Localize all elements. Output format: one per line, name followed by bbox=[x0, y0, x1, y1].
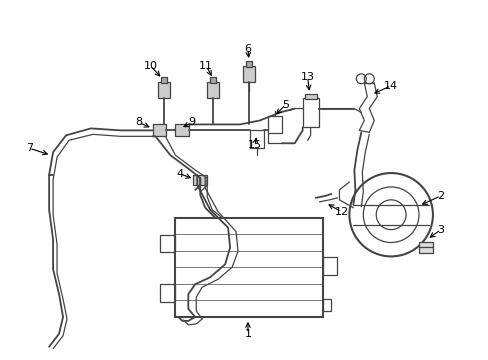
Text: 8: 8 bbox=[135, 117, 142, 127]
Bar bbox=[160, 284, 175, 302]
Text: 6: 6 bbox=[244, 44, 251, 54]
Text: 2: 2 bbox=[436, 191, 444, 201]
Bar bbox=[267, 116, 281, 133]
Text: 15: 15 bbox=[247, 140, 262, 150]
Bar bbox=[152, 125, 166, 136]
Bar bbox=[249, 130, 264, 148]
Text: 4: 4 bbox=[177, 169, 183, 179]
Text: 7: 7 bbox=[25, 143, 33, 153]
Bar bbox=[243, 66, 254, 82]
Bar bbox=[193, 175, 207, 185]
Text: 13: 13 bbox=[300, 72, 314, 82]
Bar bbox=[207, 82, 219, 98]
Bar bbox=[210, 77, 216, 83]
Bar bbox=[161, 77, 167, 83]
Text: 1: 1 bbox=[244, 329, 251, 339]
Text: 12: 12 bbox=[334, 207, 348, 217]
Bar bbox=[175, 218, 322, 317]
Bar bbox=[322, 257, 337, 275]
Bar bbox=[158, 82, 170, 98]
Bar bbox=[160, 235, 175, 252]
Bar bbox=[322, 299, 330, 311]
Bar bbox=[304, 94, 316, 99]
Text: 11: 11 bbox=[199, 61, 213, 71]
Text: 3: 3 bbox=[436, 225, 444, 235]
Text: 14: 14 bbox=[383, 81, 397, 91]
Bar bbox=[418, 242, 432, 253]
Bar bbox=[245, 61, 251, 67]
Text: 9: 9 bbox=[188, 117, 196, 127]
Text: 5: 5 bbox=[282, 100, 289, 109]
Bar bbox=[175, 125, 189, 136]
Text: 10: 10 bbox=[143, 61, 157, 71]
Bar bbox=[302, 98, 318, 127]
